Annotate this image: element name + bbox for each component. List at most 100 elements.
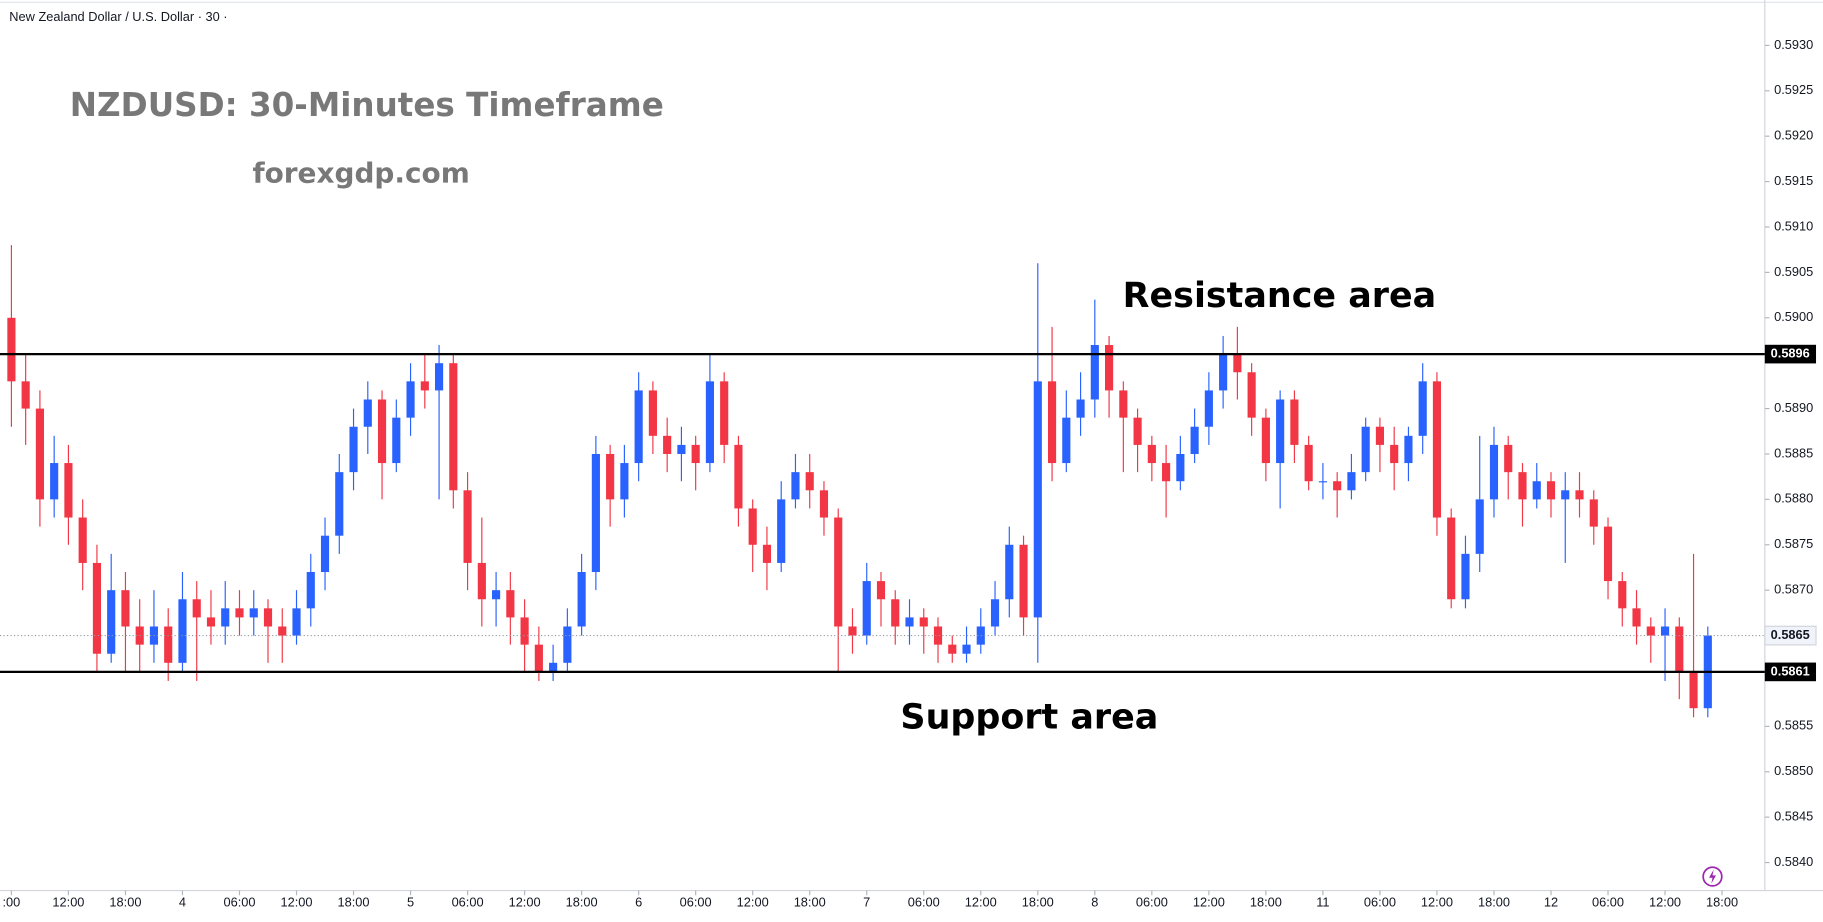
x-tick-label: 12:00	[1421, 895, 1453, 910]
candle-body	[677, 444, 686, 454]
candle-body	[107, 590, 116, 654]
candle-body	[606, 453, 615, 500]
x-tick-label: 18:00	[566, 895, 598, 910]
candle-body	[620, 463, 629, 500]
candle-body	[549, 662, 558, 672]
y-tick-label: 0.5910	[1774, 218, 1813, 233]
resistance-label: Resistance area	[1123, 276, 1437, 316]
candle-body	[1375, 426, 1385, 445]
support-label: Support area	[900, 697, 1158, 737]
candle-body	[862, 581, 871, 636]
chart-title: NZDUSD: 30-Minutes Timeframe	[70, 86, 664, 124]
candle-body	[1176, 453, 1185, 482]
x-tick-label: 4	[179, 895, 186, 910]
x-tick-label: 18:00	[1250, 895, 1282, 910]
candle-body	[1575, 490, 1584, 500]
plot	[7, 245, 1712, 718]
x-tick-label: 18:00	[338, 895, 370, 910]
candle-body	[1689, 671, 1698, 709]
y-tick-label: 0.5915	[1774, 173, 1813, 188]
candle-body	[834, 517, 843, 627]
candle-body	[563, 626, 572, 663]
candle-body	[121, 590, 130, 627]
candle-body	[1518, 472, 1527, 500]
candle-body	[7, 317, 16, 382]
candle-body	[1190, 426, 1199, 454]
candle-body	[876, 581, 886, 600]
candle-body	[492, 590, 501, 600]
candle-body	[1019, 544, 1028, 618]
candle-body	[1504, 444, 1513, 473]
candle-body	[192, 599, 201, 618]
candle-body	[506, 590, 515, 618]
y-tick-label: 0.5875	[1774, 536, 1813, 551]
candle-body	[249, 608, 258, 618]
candle-body	[1062, 417, 1071, 464]
candle-body	[1090, 345, 1099, 400]
candle-body	[278, 626, 287, 636]
candle-body	[1290, 399, 1299, 445]
candle-body	[64, 463, 73, 518]
candle-body	[1219, 354, 1228, 391]
candle-body	[1033, 381, 1042, 618]
candle-body	[335, 472, 344, 536]
candle-body	[420, 381, 429, 391]
candle-body	[748, 508, 757, 545]
candle-body	[306, 572, 315, 609]
x-tick-label: 06:00	[908, 895, 940, 910]
candle-body	[1333, 481, 1342, 491]
candle-body	[434, 363, 444, 391]
y-tick-label: 0.5870	[1774, 582, 1813, 597]
x-tick-label: 18:00	[794, 895, 826, 910]
candle-body	[663, 435, 672, 454]
x-tick-label: 6	[635, 895, 642, 910]
last-price-badge	[1764, 625, 1817, 646]
candle-body	[819, 490, 829, 518]
x-tick-label: 12:00	[509, 895, 541, 910]
x-tick-label: 12:00	[52, 895, 84, 910]
x-tick-label: 06:00	[1364, 895, 1396, 910]
candle-body	[1247, 372, 1256, 418]
alert-icon[interactable]	[1702, 866, 1723, 887]
candle-body	[349, 426, 358, 473]
candle-body	[634, 390, 643, 464]
candle-body	[1418, 381, 1427, 436]
candle-body	[1561, 490, 1570, 500]
y-tick-label: 0.5925	[1774, 82, 1813, 97]
y-tick-label: 0.5845	[1774, 809, 1813, 824]
candle-body	[805, 472, 814, 491]
candle-body	[948, 644, 957, 654]
x-tick-label: 18:00	[1478, 895, 1510, 910]
candle-body	[1618, 581, 1627, 609]
candle-body	[292, 608, 301, 636]
candle-body	[1233, 354, 1242, 373]
candle-body	[35, 408, 44, 500]
candle-body	[734, 444, 743, 509]
y-tick-label: 0.5880	[1774, 491, 1813, 506]
candle-body	[1347, 472, 1356, 491]
candle-body	[848, 626, 857, 636]
candle-body	[463, 490, 472, 563]
candle-body	[520, 617, 529, 645]
x-tick-label: 12:00	[1649, 895, 1681, 910]
candle-body	[705, 381, 714, 464]
x-tick-label: 12	[1544, 895, 1558, 910]
x-tick-label: 12:00	[1193, 895, 1225, 910]
candle-body	[392, 417, 401, 464]
candle-body	[1675, 626, 1684, 672]
candle-body	[534, 644, 543, 672]
candle-body	[235, 608, 244, 618]
candle-body	[263, 608, 273, 627]
y-tick-label: 0.5855	[1774, 718, 1813, 733]
candle-body	[1646, 626, 1655, 636]
candle-body	[1632, 608, 1641, 627]
x-tick-label: 8	[1091, 895, 1098, 910]
hline-label: 0.5896	[1771, 345, 1810, 360]
x-tick-label: 12:00	[965, 895, 997, 910]
candle-body	[477, 562, 486, 600]
y-tick-label: 0.5900	[1774, 309, 1813, 324]
candle-body	[891, 599, 900, 627]
y-tick-label: 0.5890	[1774, 400, 1813, 415]
candle-body	[1546, 481, 1556, 500]
